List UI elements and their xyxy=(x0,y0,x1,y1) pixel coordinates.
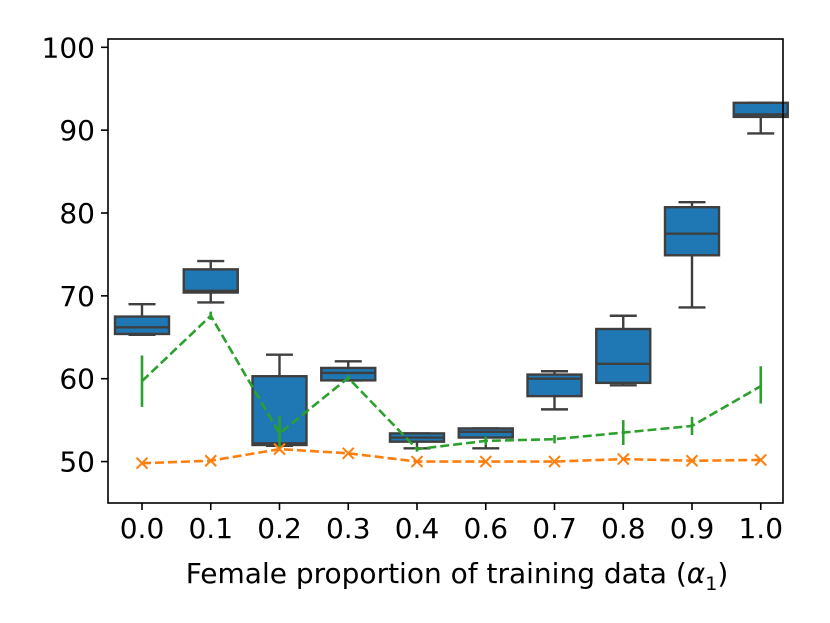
x-marker-stroke xyxy=(685,454,699,467)
series-point-orange-dashed xyxy=(273,442,286,456)
x-tick-label: 0.0 xyxy=(120,512,165,545)
x-tick-label: 0.9 xyxy=(670,512,715,545)
box-0.1 xyxy=(182,259,239,304)
x-marker-stroke xyxy=(479,455,492,468)
x-marker-stroke xyxy=(548,455,561,468)
series-line-green-dashed xyxy=(141,313,762,451)
box-iqr xyxy=(595,327,652,385)
x-tick-label: 0.3 xyxy=(326,512,371,545)
x-marker-stroke xyxy=(204,454,217,467)
y-tick-label: 70 xyxy=(59,280,95,313)
box-0.4 xyxy=(388,432,446,450)
y-tick-label: 90 xyxy=(59,114,95,147)
x-axis: 0.0 0.1 0.2 0.3 0.4 0.6 0.7 0.8 0.9 1.0 xyxy=(120,503,783,545)
box-0.3 xyxy=(320,360,377,382)
x-marker-stroke xyxy=(135,457,149,470)
x-tick-label: 0.4 xyxy=(395,512,440,545)
box-iqr xyxy=(457,427,514,439)
box-iqr xyxy=(182,268,239,294)
y-tick-label: 60 xyxy=(59,363,95,396)
box-0.8 xyxy=(595,314,652,387)
series-point-orange-dashed xyxy=(479,455,492,468)
x-marker-stroke xyxy=(754,453,767,467)
series-point-orange-dashed xyxy=(617,452,630,466)
series-point-orange-dashed xyxy=(204,454,217,467)
series-point-orange-dashed xyxy=(135,457,149,470)
series-orange-dashed xyxy=(135,442,767,470)
x-marker-stroke xyxy=(342,447,355,460)
y-tick-label: 100 xyxy=(42,31,95,64)
series-line-orange-dashed xyxy=(141,447,761,465)
series-point-orange-dashed xyxy=(754,453,767,467)
x-tick-label: 0.6 xyxy=(463,512,508,545)
x-marker-stroke xyxy=(617,452,630,466)
y-tick-label: 80 xyxy=(59,197,95,230)
y-axis: 50 60 70 80 90 100 xyxy=(42,31,108,479)
x-tick-label: 0.8 xyxy=(601,512,646,545)
x-tick-label: 1.0 xyxy=(738,512,783,545)
series-point-orange-dashed xyxy=(548,455,561,468)
box-0.9 xyxy=(663,201,721,309)
box-0.0 xyxy=(113,302,171,336)
series-green-dashed xyxy=(140,311,763,452)
x-marker-stroke xyxy=(410,455,424,468)
x-axis-label: Female proportion of training data (α1) xyxy=(186,557,729,595)
plot-frame xyxy=(107,38,784,504)
x-tick-label: 0.7 xyxy=(532,512,577,545)
box-iqr xyxy=(526,373,583,398)
x-tick-label: 0.1 xyxy=(188,512,233,545)
series-point-orange-dashed xyxy=(342,447,355,460)
x-marker-stroke xyxy=(273,442,286,456)
box-iqr xyxy=(113,315,171,336)
box-iqr xyxy=(663,205,721,257)
box-0.7 xyxy=(526,370,583,411)
y-tick-label: 50 xyxy=(59,446,95,479)
series-point-orange-dashed xyxy=(685,454,699,467)
x-tick-label: 0.2 xyxy=(257,512,302,545)
plot-content xyxy=(113,101,789,470)
box-1.0 xyxy=(732,101,789,135)
series-point-orange-dashed xyxy=(410,455,424,468)
